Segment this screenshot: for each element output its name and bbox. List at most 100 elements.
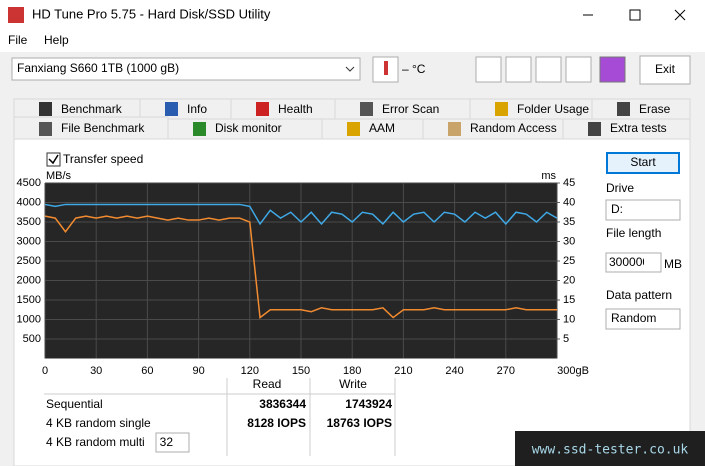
tab-icon [347, 122, 360, 136]
tab-icon [165, 102, 178, 116]
menu-item[interactable]: Help [44, 33, 69, 47]
y2-tick-label: 20 [563, 274, 575, 286]
y-tick-label: 3500 [17, 216, 41, 228]
maximize[interactable] [629, 9, 641, 21]
dropdown-arrow [345, 66, 355, 72]
drive-name: Fanxiang S660 1TB (1000 gB) [17, 61, 179, 75]
tab-label: AAM [369, 121, 395, 135]
y2-tick-label: 25 [563, 255, 575, 267]
y-tick-label: 1500 [17, 294, 41, 306]
x-tick-label: 60 [141, 365, 153, 377]
queue-depth: 32 [160, 435, 174, 449]
tab-icon [588, 122, 601, 136]
check-mark [48, 154, 59, 165]
row-label: 4 KB random single [46, 416, 151, 430]
drive-combo[interactable] [605, 199, 681, 221]
tabs: Benchmark Info Health Error Scan Folder Usag… [13, 98, 691, 141]
col-header: Read [253, 377, 282, 391]
result: 3836344 [259, 397, 306, 411]
y2-axis-label: ms [541, 170, 556, 182]
copy-button[interactable] [475, 56, 502, 83]
file-length-input[interactable] [605, 252, 662, 273]
checkbox-label: Transfer speed [63, 152, 143, 166]
pattern: Random [611, 311, 656, 325]
y2-tick-label: 30 [563, 235, 575, 247]
watermark: www.ssd-tester.co.uk [532, 443, 689, 458]
tab-icon [495, 102, 508, 116]
tab-icon [448, 122, 461, 136]
download-button[interactable] [599, 56, 626, 83]
result: 18763 IOPS [327, 416, 392, 430]
window-title: HD Tune Pro 5.75 - Hard Disk/SSD Utility [32, 6, 271, 21]
result: 8128 IOPS [247, 416, 306, 430]
data-line [44, 215, 557, 319]
tab-label: Benchmark [61, 102, 123, 116]
thermometer [384, 61, 388, 75]
tab-icon [617, 102, 630, 116]
close[interactable] [674, 9, 686, 21]
menu-bar [0, 30, 705, 52]
file-length: 300000 [609, 255, 649, 269]
queue-spinner[interactable] [155, 432, 190, 453]
screenshot-button[interactable] [535, 56, 562, 83]
tab-label: Folder Usage [517, 102, 589, 116]
tab-label: Disk monitor [215, 121, 282, 135]
y-tick-label: 1000 [17, 313, 41, 325]
x-tick-label: 210 [394, 365, 412, 377]
tab-label: Erase [639, 102, 671, 116]
x-tick-label: 90 [192, 365, 204, 377]
y2-tick-label: 45 [563, 177, 575, 189]
y2-tick-label: 5 [563, 333, 569, 345]
tab-label: Random Access [470, 121, 557, 135]
tab-icon [39, 102, 52, 116]
result: 1743924 [345, 397, 392, 411]
data-line [44, 203, 558, 226]
y2-tick-label: 15 [563, 294, 575, 306]
y2-tick-label: 40 [563, 196, 575, 208]
tab[interactable] [139, 98, 232, 120]
exit-button[interactable] [639, 55, 691, 85]
tab-icon [360, 102, 373, 116]
x-tick-label: 0 [42, 365, 48, 377]
y-tick-label: 4000 [17, 196, 41, 208]
tab-icon [256, 102, 269, 116]
x-tick-label: 150 [292, 365, 310, 377]
options-button[interactable] [565, 56, 592, 83]
x-tick-label: 120 [241, 365, 259, 377]
row-label: Sequential [46, 397, 103, 411]
drive-label: Drive [606, 181, 634, 195]
x-tick-label: 30 [90, 365, 102, 377]
y2-tick-label: 35 [563, 216, 575, 228]
row-label: 4 KB random multi [46, 435, 145, 449]
drive-select[interactable] [11, 57, 361, 81]
file-length-label: File length [606, 226, 661, 240]
tab-label: Extra tests [610, 121, 667, 135]
tab-label: Health [278, 102, 313, 116]
tab-label: File Benchmark [61, 121, 145, 135]
y-tick-label: 500 [23, 333, 41, 345]
start-label: Start [630, 155, 656, 169]
drive-letter: D: [611, 202, 623, 216]
menu-item[interactable]: File [8, 33, 28, 47]
y-tick-label: 4500 [17, 177, 41, 189]
y-tick-label: 2000 [17, 274, 41, 286]
y-tick-label: 2500 [17, 255, 41, 267]
exit-label: Exit [655, 62, 676, 76]
tab-label: Error Scan [382, 102, 439, 116]
y-tick-label: 3000 [17, 235, 41, 247]
tab-label: Info [187, 102, 207, 116]
save-button[interactable] [505, 56, 532, 83]
tab-icon [193, 122, 206, 136]
x-tick-label: 270 [497, 365, 515, 377]
col-header: Write [339, 377, 367, 391]
pattern-combo[interactable] [605, 308, 681, 330]
x-tick-label: 240 [445, 365, 463, 377]
tab-icon [39, 122, 52, 136]
start-button[interactable] [606, 152, 680, 174]
watermark-bg [515, 431, 705, 466]
app-icon [8, 7, 24, 23]
y-axis-label: MB/s [46, 170, 72, 182]
temperature: – °C [402, 62, 426, 76]
x-tick-label: 180 [343, 365, 361, 377]
